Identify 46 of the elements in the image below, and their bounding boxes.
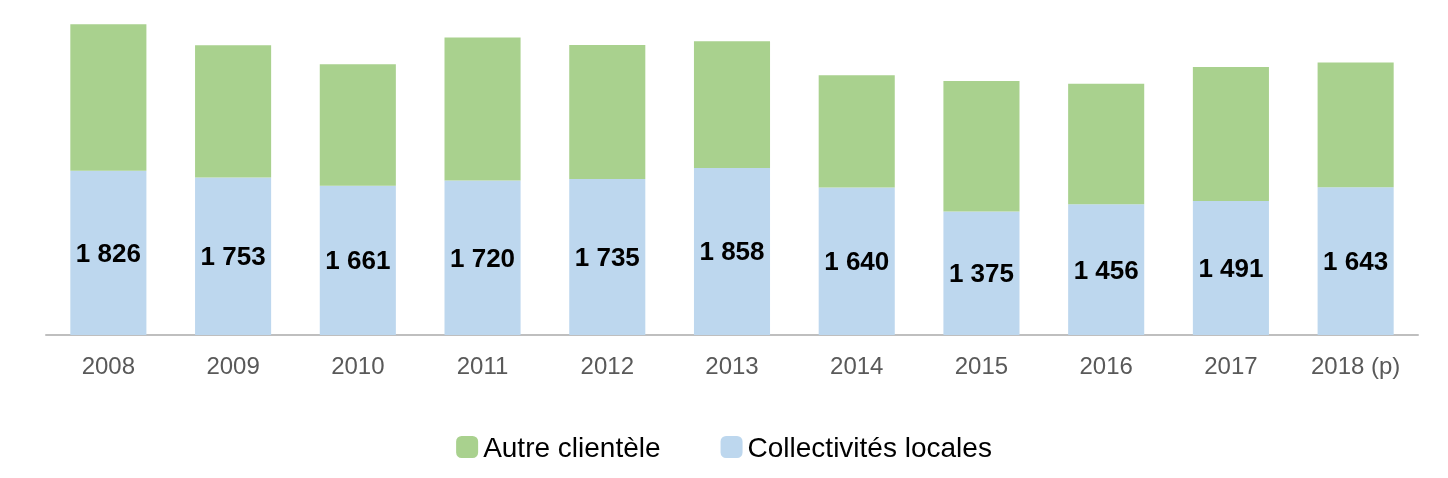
bar <box>569 45 646 180</box>
bar <box>1068 204 1145 335</box>
bar <box>693 167 771 335</box>
data-label: 1 661 <box>325 245 391 276</box>
bar <box>943 211 1020 335</box>
bar <box>319 64 396 186</box>
bar <box>1192 200 1269 335</box>
x-tick-label: 2015 <box>954 351 1009 379</box>
bar <box>569 179 646 335</box>
bar <box>195 45 272 178</box>
data-label: 1 491 <box>1198 252 1264 283</box>
bar <box>1317 187 1394 335</box>
data-label: 1 720 <box>450 242 516 273</box>
data-label: 1 735 <box>574 242 640 273</box>
bar <box>693 41 771 168</box>
x-tick-label: 2009 <box>206 351 260 379</box>
bar <box>319 185 396 335</box>
data-label: 1 858 <box>699 236 765 267</box>
data-label: 1 643 <box>1323 246 1389 277</box>
bar <box>444 37 521 181</box>
x-tick-label: 2018 (p) <box>1310 351 1401 379</box>
bar <box>943 81 1020 212</box>
x-tick-label: 2012 <box>580 351 634 379</box>
bar <box>444 180 521 335</box>
legend-label: Collectivités locales <box>747 431 992 463</box>
x-tick-label: 2011 <box>456 351 509 379</box>
x-tick-label: 2008 <box>81 351 136 379</box>
legend-label: Autre clientèle <box>483 431 661 463</box>
bar <box>70 24 147 171</box>
bar <box>70 170 147 335</box>
x-tick-label: 2014 <box>830 351 884 379</box>
data-label: 1 375 <box>948 258 1014 289</box>
bar <box>1317 62 1394 188</box>
data-label: 1 753 <box>200 241 266 272</box>
x-tick-label: 2013 <box>705 351 759 379</box>
data-label: 1 640 <box>824 246 890 277</box>
data-label: 1 826 <box>75 237 141 268</box>
x-tick-label: 2017 <box>1204 351 1258 379</box>
bar <box>1068 83 1145 205</box>
bar <box>1192 67 1269 201</box>
x-tick-label: 2010 <box>331 351 385 379</box>
data-label: 1 456 <box>1073 254 1139 285</box>
bar <box>818 187 895 335</box>
x-tick-label: 2016 <box>1079 351 1133 379</box>
bar <box>195 177 272 335</box>
bar <box>818 75 895 188</box>
